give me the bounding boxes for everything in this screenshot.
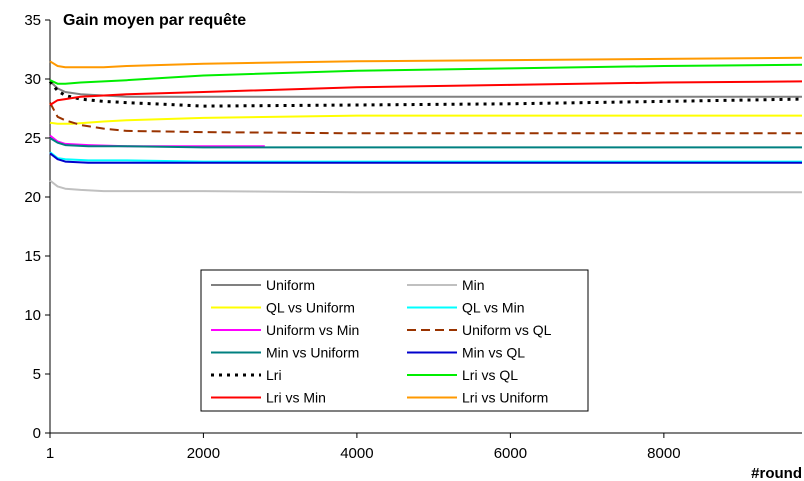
y-tick-label: 25 xyxy=(24,130,41,147)
legend: Uniform Min QL vs Uniform QL vs Min Uniform … xyxy=(200,269,589,412)
y-tick-label: 20 xyxy=(24,189,41,206)
series-line-lri-vs-ql xyxy=(49,63,803,85)
legend-label: Uniform xyxy=(266,277,315,293)
x-tick-labels: 1 2000 4000 6000 8000 xyxy=(46,445,681,462)
x-axis-label: #round xyxy=(751,465,802,481)
x-tick-label: 6000 xyxy=(494,445,527,462)
series-line-ql-vs-min xyxy=(49,151,802,163)
series-line-lri-vs-min xyxy=(49,80,803,106)
chart-title: Gain moyen par requête xyxy=(63,12,246,29)
legend-label: Lri vs Min xyxy=(266,390,326,406)
y-tick-label: 35 xyxy=(24,12,41,29)
y-tick-label: 0 xyxy=(33,425,41,442)
series-line-uniform xyxy=(49,80,802,98)
y-tick-labels: 0 5 10 15 20 25 30 35 xyxy=(24,12,41,442)
y-tick-label: 5 xyxy=(33,366,41,383)
x-tick-label: 4000 xyxy=(340,445,373,462)
legend-box xyxy=(200,269,589,412)
y-tick-label: 15 xyxy=(24,248,41,265)
series-line-ql-vs-uniform xyxy=(49,114,802,125)
series-line-lri-vs-uniform xyxy=(49,56,803,69)
legend-label: Lri vs QL xyxy=(462,367,518,383)
series-line-min-vs-uniform xyxy=(49,137,802,149)
legend-label: Lri xyxy=(266,367,282,383)
x-tick-label: 1 xyxy=(46,445,54,462)
legend-label: Lri vs Uniform xyxy=(462,390,548,406)
series-line-lri xyxy=(48,80,803,108)
legend-label: Uniform vs Min xyxy=(266,322,359,338)
series-line-min-vs-ql xyxy=(49,152,802,164)
plot-lines xyxy=(48,56,803,194)
legend-label: QL vs Min xyxy=(462,300,525,316)
axes xyxy=(45,19,802,438)
y-tick-label: 30 xyxy=(24,71,41,88)
series-line-min xyxy=(49,179,802,194)
series-line-uniform-vs-min xyxy=(49,134,265,148)
legend-label: Min vs Uniform xyxy=(266,345,359,361)
y-tick-label: 10 xyxy=(24,307,41,324)
x-tick-label: 2000 xyxy=(187,445,220,462)
x-tick-label: 8000 xyxy=(647,445,680,462)
legend-label: Uniform vs QL xyxy=(462,322,552,338)
legend-label: Min vs QL xyxy=(462,345,525,361)
series-line-uniform-vs-ql xyxy=(49,102,802,135)
legend-label: Min xyxy=(462,277,485,293)
legend-label: QL vs Uniform xyxy=(266,300,355,316)
